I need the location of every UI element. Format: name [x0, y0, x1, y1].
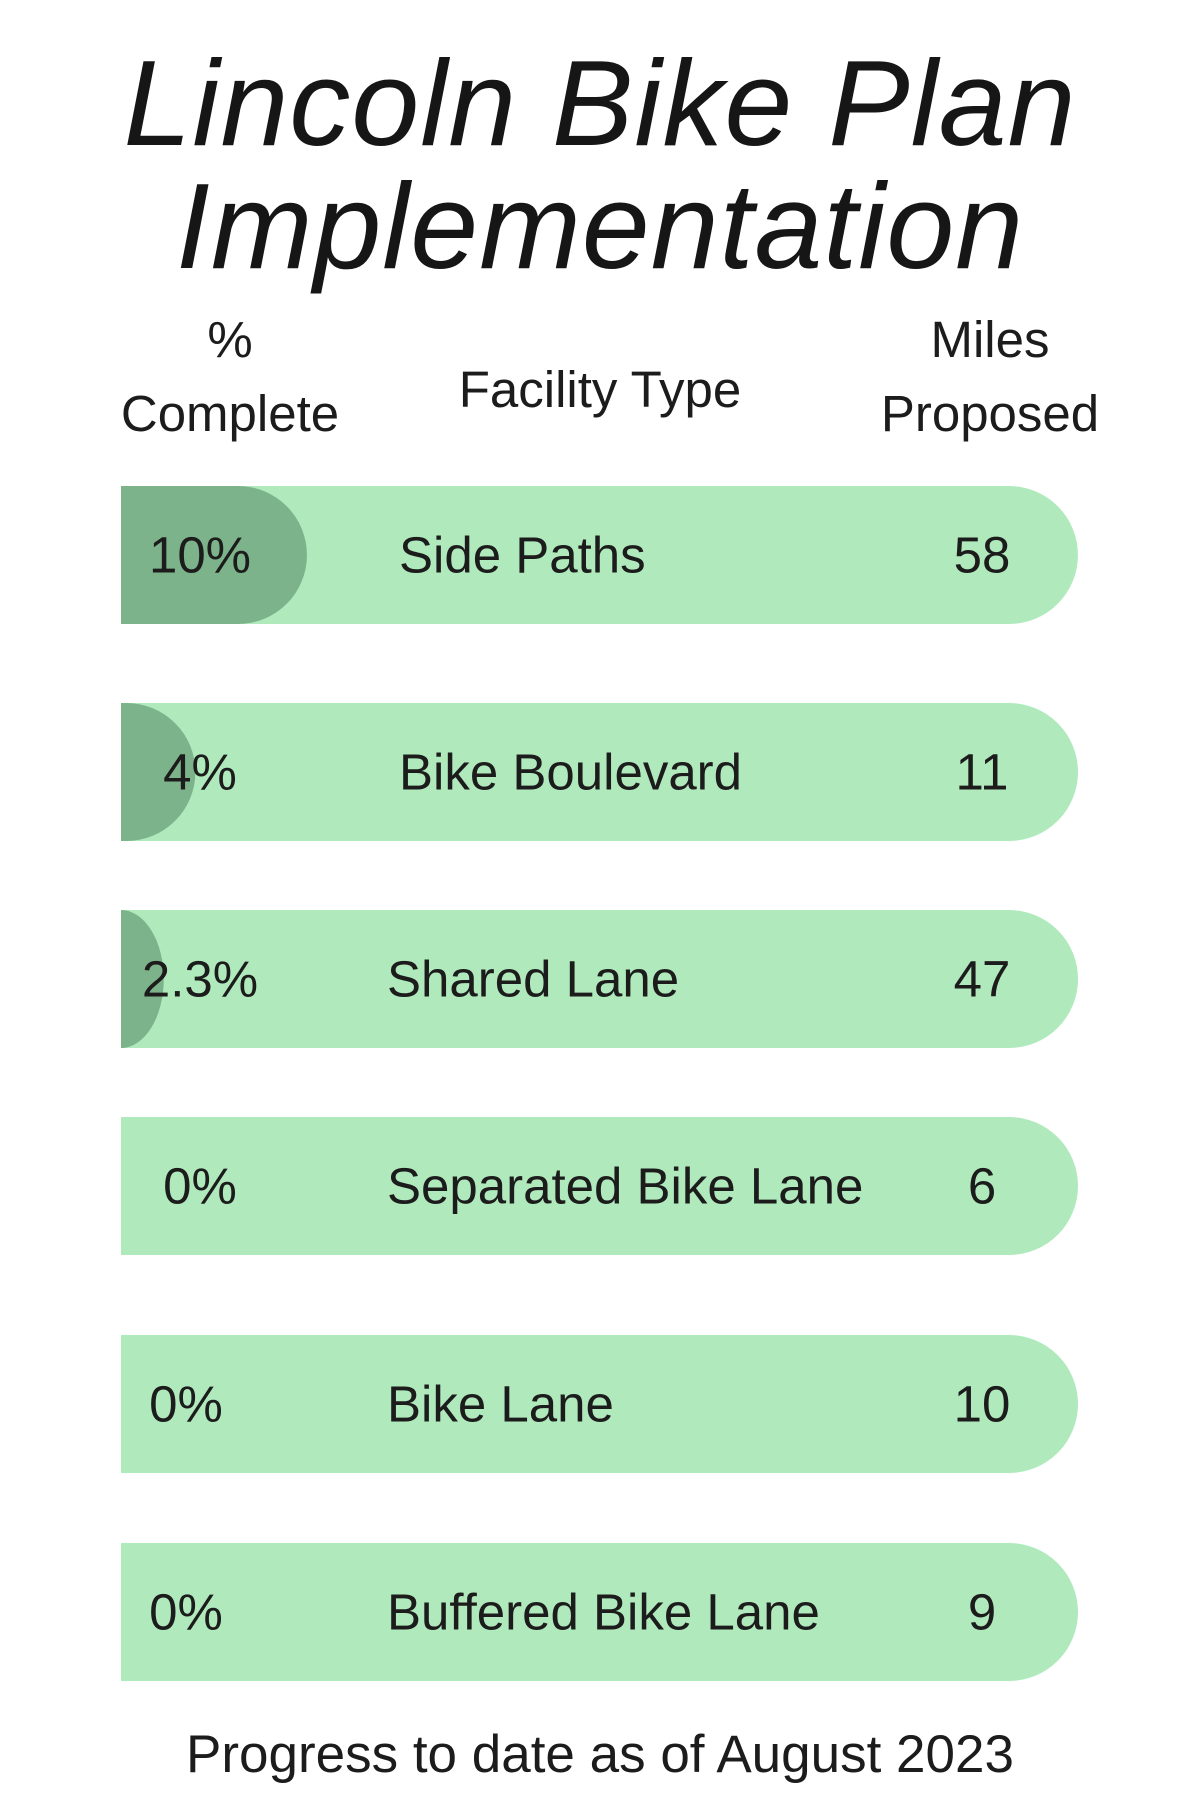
facility-label: Bike Lane — [387, 1376, 614, 1433]
facility-label: Side Paths — [399, 527, 646, 584]
bar-track — [121, 486, 1078, 624]
bar-track — [121, 1543, 1078, 1681]
bar-complete-fill — [121, 703, 196, 841]
facility-label: Buffered Bike Lane — [387, 1584, 820, 1641]
facility-label: Bike Boulevard — [399, 744, 742, 801]
miles-label: 11 — [956, 744, 1009, 801]
miles-label: 9 — [968, 1584, 996, 1641]
miles-label: 58 — [954, 527, 1011, 584]
facility-label: Separated Bike Lane — [387, 1158, 863, 1215]
percent-header-line-2: Complete — [120, 385, 340, 442]
miles-label: 6 — [968, 1158, 996, 1215]
percent-label: 0% — [163, 1158, 237, 1215]
bar-complete-fill — [121, 910, 164, 1048]
bar-track — [121, 1117, 1078, 1255]
percent-label: 0% — [149, 1376, 223, 1433]
bar-track — [121, 910, 1078, 1048]
percent-label: 10% — [149, 527, 251, 584]
miles-header-line-2: Proposed — [880, 385, 1100, 442]
chart-footnote: Progress to date as of August 2023 — [186, 1725, 1014, 1784]
percent-label: 0% — [149, 1584, 223, 1641]
percent-complete-header: % Complete — [90, 303, 370, 451]
bar-track — [121, 703, 1078, 841]
bar-track — [121, 1335, 1078, 1473]
miles-proposed-header: Miles Proposed — [830, 303, 1150, 451]
chart-title-line-2: Implementation — [175, 158, 1025, 294]
percent-label: 2.3% — [142, 951, 258, 1008]
miles-header-line-1: Miles — [930, 311, 1050, 368]
bar-complete-fill — [121, 486, 307, 624]
percent-label: 4% — [163, 744, 237, 801]
facility-type-header: Facility Type — [458, 361, 742, 418]
miles-label: 47 — [954, 951, 1011, 1008]
percent-header-line-1: % — [207, 311, 253, 368]
miles-label: 10 — [954, 1376, 1011, 1433]
facility-label: Shared Lane — [387, 951, 679, 1008]
chart-title-line-1: Lincoln Bike Plan — [123, 35, 1077, 171]
